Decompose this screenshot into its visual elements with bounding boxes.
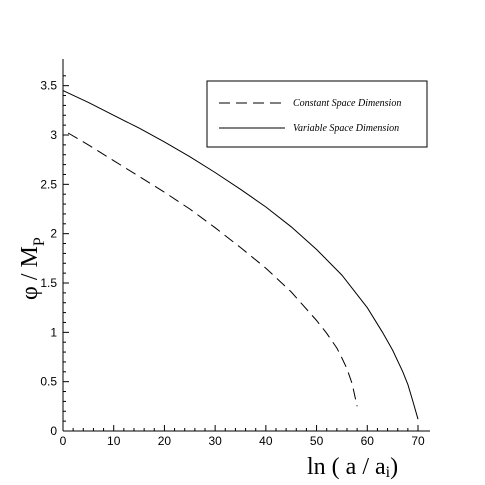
series-group xyxy=(62,90,419,420)
plot-area: 0 10 20 30 40 50 60 70 0 0.5 1 1.5 2 2.5 3 3.5 xyxy=(40,59,430,448)
y-tick-label: 0 xyxy=(50,424,57,438)
y-axis-title: φ / MP xyxy=(17,237,48,300)
y-tick-label: 3 xyxy=(50,128,57,142)
legend-label-constant: Constant Space Dimension xyxy=(293,98,401,109)
x-tick-label: 0 xyxy=(60,434,67,448)
x-tick-label: 70 xyxy=(411,434,425,448)
x-axis-title: ln ( a / ai) xyxy=(307,454,398,481)
x-tick-label: 50 xyxy=(310,434,324,448)
series-line-variable xyxy=(62,90,419,420)
x-tick-label: 60 xyxy=(361,434,375,448)
y-tick-label: 3.5 xyxy=(40,79,57,93)
x-tick-label: 30 xyxy=(208,434,222,448)
tick-group: 0 10 20 30 40 50 60 70 0 0.5 1 1.5 2 2.5 3 3.5 xyxy=(40,75,425,448)
legend: Constant Space Dimension Variable Space … xyxy=(206,80,428,148)
legend-label-variable: Variable Space Dimension xyxy=(293,123,399,134)
x-tick-label: 20 xyxy=(158,434,172,448)
y-tick-label: 1.5 xyxy=(40,276,57,290)
y-tick-label: 0.5 xyxy=(40,375,57,389)
x-tick-label: 10 xyxy=(107,434,121,448)
series-line-constant xyxy=(67,132,358,407)
y-tick-label: 2 xyxy=(50,227,57,241)
y-tick-label: 2.5 xyxy=(40,177,57,191)
legend-box xyxy=(206,80,428,148)
y-tick-label: 1 xyxy=(50,325,57,339)
x-tick-label: 40 xyxy=(259,434,273,448)
